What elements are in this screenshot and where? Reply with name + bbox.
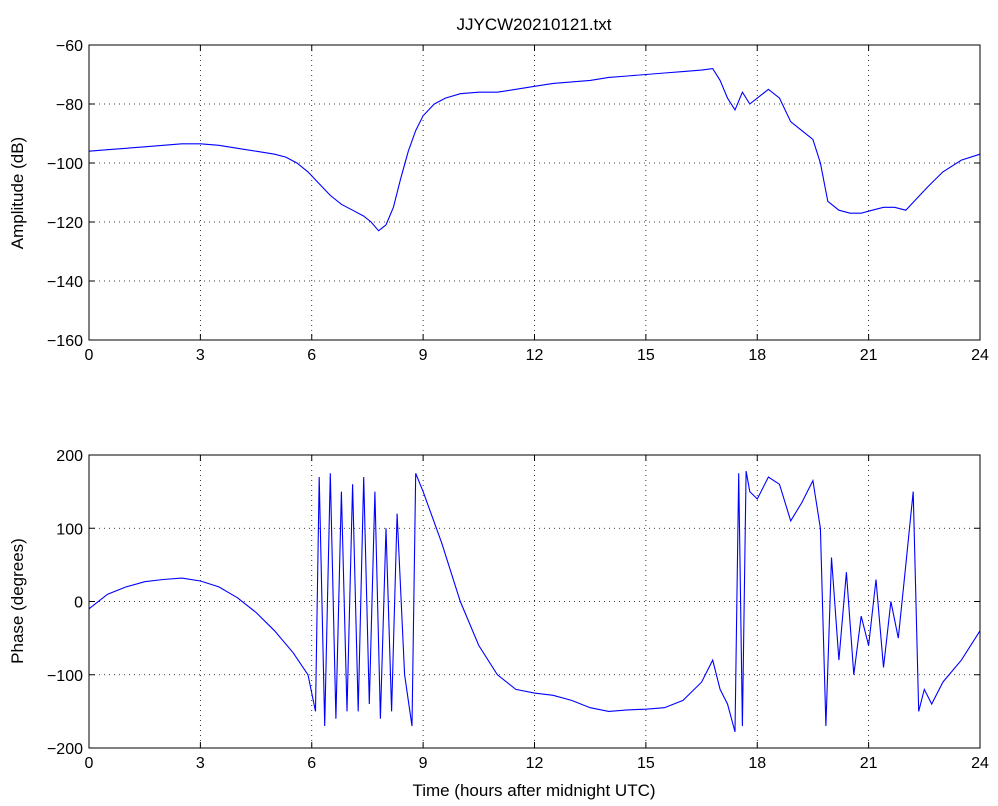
phase-y-axis-label: Phase (degrees)	[8, 538, 27, 664]
phase-y-tick-label-4: 200	[56, 448, 83, 465]
amplitude-x-tick-label-4: 12	[526, 347, 544, 364]
chart-title: JJYCW20210121.txt	[457, 15, 612, 34]
amplitude-y-tick-label-0: −160	[47, 333, 83, 350]
amplitude-y-tick-label-3: −100	[47, 156, 83, 173]
phase-x-tick-label-0: 0	[85, 755, 94, 772]
amplitude-y-axis-label: Amplitude (dB)	[8, 137, 27, 249]
phase-series-line	[88, 471, 981, 733]
phase-y-tick-label-2: 0	[74, 595, 83, 612]
phase-x-tick-label-6: 18	[748, 755, 766, 772]
amplitude-y-tick-label-5: −60	[56, 38, 83, 55]
x-axis-label: Time (hours after midnight UTC)	[412, 781, 655, 800]
amplitude-axes: JJYCW20210121.txt 0 3 6 9 12 15 18 21 24 −160 −14…	[8, 15, 989, 364]
phase-axes: 0 3 6 9 12 15 18 21 24 −200 −100 0 100 200 Phase (de…	[8, 448, 989, 800]
phase-x-tick-label-8: 24	[971, 755, 989, 772]
phase-y-tick-label-3: 100	[56, 521, 83, 538]
amplitude-x-tick-label-2: 6	[307, 347, 316, 364]
phase-y-tick-label-1: −100	[47, 668, 83, 685]
amplitude-x-tick-label-1: 3	[196, 347, 205, 364]
amplitude-x-tick-label-0: 0	[85, 347, 94, 364]
phase-x-tick-label-4: 12	[526, 755, 544, 772]
amplitude-series-line	[88, 68, 981, 232]
amplitude-y-tick-label-4: −80	[56, 97, 83, 114]
amplitude-x-ticks: 0 3 6 9 12 15 18 21 24	[85, 45, 989, 364]
phase-grid	[89, 455, 980, 748]
amplitude-y-tick-label-1: −140	[47, 274, 83, 291]
amplitude-x-tick-label-7: 21	[860, 347, 878, 364]
phase-y-ticks: −200 −100 0 100 200	[47, 448, 980, 758]
phase-x-tick-label-5: 15	[637, 755, 655, 772]
amplitude-y-ticks: −160 −140 −120 −100 −80 −60	[47, 38, 980, 350]
amplitude-x-tick-label-5: 15	[637, 347, 655, 364]
amplitude-y-tick-label-2: −120	[47, 215, 83, 232]
phase-y-tick-label-0: −200	[47, 741, 83, 758]
amplitude-x-tick-label-8: 24	[971, 347, 989, 364]
amplitude-grid	[89, 45, 980, 340]
amplitude-x-tick-label-6: 18	[748, 347, 766, 364]
phase-x-ticks: 0 3 6 9 12 15 18 21 24	[85, 455, 989, 772]
amplitude-x-tick-label-3: 9	[419, 347, 428, 364]
phase-x-tick-label-3: 9	[419, 755, 428, 772]
phase-x-tick-label-1: 3	[196, 755, 205, 772]
phase-x-tick-label-7: 21	[860, 755, 878, 772]
phase-x-tick-label-2: 6	[307, 755, 316, 772]
